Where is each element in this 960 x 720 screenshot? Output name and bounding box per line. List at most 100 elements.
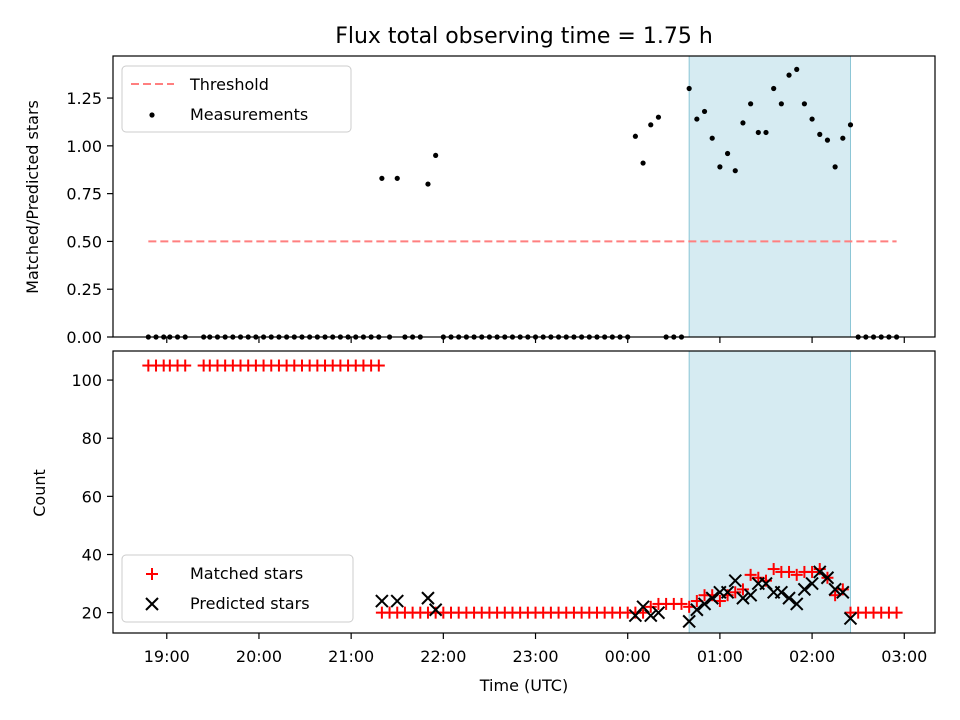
predicted-star-marker [720, 585, 735, 600]
predicted-star-marker [682, 614, 696, 629]
matched-star-marker [752, 571, 765, 584]
measurement-point [724, 150, 731, 157]
x-tick-label: 00:00 [605, 647, 651, 666]
matched-star-marker [179, 359, 192, 372]
count-y-axis: 20 40 60 80 100 [71, 371, 113, 623]
measurement-point [694, 116, 700, 122]
predicted-star-marker [790, 597, 804, 611]
measurement-point [786, 72, 792, 78]
matched-star-marker [729, 586, 742, 599]
y-tick-label: 60 [82, 487, 102, 506]
measurement-point [809, 116, 815, 122]
predicted-star-marker [774, 585, 789, 600]
legend-threshold-label: Threshold [189, 75, 269, 94]
measurement-point [748, 101, 754, 107]
measurement-point [686, 85, 692, 92]
y-tick-label: 0.50 [66, 232, 102, 251]
measurement-point [717, 164, 723, 170]
predicted-star-marker [797, 582, 812, 597]
predicted-star-marker [805, 576, 819, 591]
y-tick-label: 1.00 [66, 137, 102, 156]
matched-star-marker [890, 606, 903, 619]
predicted-star-marker [705, 591, 719, 605]
matched-star-marker [675, 597, 688, 610]
measurement-point [840, 135, 846, 141]
ratio-panel: 0.00 0.25 0.50 0.75 1.00 1.25 Matched/Predict… [23, 55, 936, 347]
measurement-point [394, 175, 400, 181]
measurement-point [824, 137, 831, 143]
matched-star-marker [372, 359, 385, 372]
observing-window-band [688, 350, 851, 634]
predicted-star-marker [375, 594, 389, 608]
predicted-star-marker [820, 571, 835, 585]
predicted-star-marker [813, 565, 827, 579]
legend-measurements-label: Measurements [190, 105, 308, 124]
predicted-star-marker [736, 591, 750, 605]
matched-star-marker [644, 600, 657, 613]
y-tick-label: 20 [82, 604, 102, 623]
predicted-star-marker [421, 591, 435, 605]
measurement-point [425, 181, 431, 187]
ratio-y-axis-label: Matched/Predicted stars [23, 100, 42, 294]
y-tick-label: 0.00 [66, 328, 102, 347]
measurement-point [794, 66, 800, 72]
x-tick-label: 01:00 [697, 647, 743, 666]
measurement-point [771, 85, 777, 92]
measurement-point [778, 101, 784, 107]
x-tick-label: 03:00 [881, 647, 927, 666]
measurement-point [763, 129, 769, 136]
measurement-point [709, 135, 715, 141]
ratio-y-axis: 0.00 0.25 0.50 0.75 1.00 1.25 [66, 89, 113, 347]
legend-matched-label: Matched stars [190, 564, 303, 583]
x-axis-label: Time (UTC) [479, 676, 568, 695]
measurement-point [832, 164, 838, 170]
predicted-star-marker [644, 608, 658, 623]
x-tick-label: 22:00 [420, 647, 466, 666]
measurement-point [632, 133, 638, 139]
x-tick-label: 23:00 [512, 647, 558, 666]
count-y-axis-label: Count [30, 469, 49, 517]
time-x-axis: 19:00 20:00 21:00 22:00 23:00 00:00 01:00 02:00… [144, 633, 927, 666]
predicted-star-marker [782, 591, 796, 605]
predicted-star-marker [690, 603, 704, 617]
matched-star-marker [767, 563, 780, 576]
predicted-star-marker [843, 611, 858, 626]
matched-star-marker [736, 583, 749, 596]
predicted-stars-points [375, 565, 858, 629]
predicted-star-marker [390, 594, 404, 608]
observing-window-band [688, 55, 851, 338]
predicted-star-marker [836, 585, 850, 600]
y-tick-label: 100 [71, 371, 102, 390]
measurement-point [847, 122, 854, 128]
measurement-point [732, 168, 738, 174]
counts-panel: 20 40 60 80 100 19:00 20:00 21:00 22:00 23:00 00:… [30, 350, 936, 695]
predicted-star-marker [828, 582, 842, 597]
matched-stars-points [142, 359, 903, 619]
measurement-point [755, 129, 761, 136]
predicted-star-marker [697, 597, 712, 611]
y-tick-label: 0.75 [66, 185, 102, 204]
matched-star-marker [744, 568, 757, 581]
chart-title: Flux total observing time = 1.75 h [335, 24, 713, 49]
predicted-star-marker [651, 605, 666, 620]
matched-star-marker [790, 568, 803, 581]
measurement-point [655, 114, 662, 120]
matched-star-marker [783, 565, 796, 578]
measurement-point [433, 152, 439, 159]
counts-legend: Matched stars Predicted stars [121, 554, 354, 623]
measurement-point [701, 108, 708, 115]
predicted-star-marker [728, 573, 742, 588]
x-tick-label: 19:00 [144, 647, 190, 666]
x-tick-label: 02:00 [789, 647, 835, 666]
predicted-star-marker [743, 588, 758, 602]
y-tick-label: 1.25 [66, 89, 102, 108]
y-tick-label: 80 [82, 429, 102, 448]
y-tick-label: 0.25 [66, 280, 102, 299]
x-tick-label: 20:00 [236, 647, 282, 666]
ratio-legend: Threshold Measurements [121, 65, 352, 133]
x-tick-label: 21:00 [328, 647, 374, 666]
measurement-point [648, 122, 654, 128]
legend-predicted-label: Predicted stars [190, 594, 310, 613]
y-tick-label: 40 [82, 546, 102, 565]
